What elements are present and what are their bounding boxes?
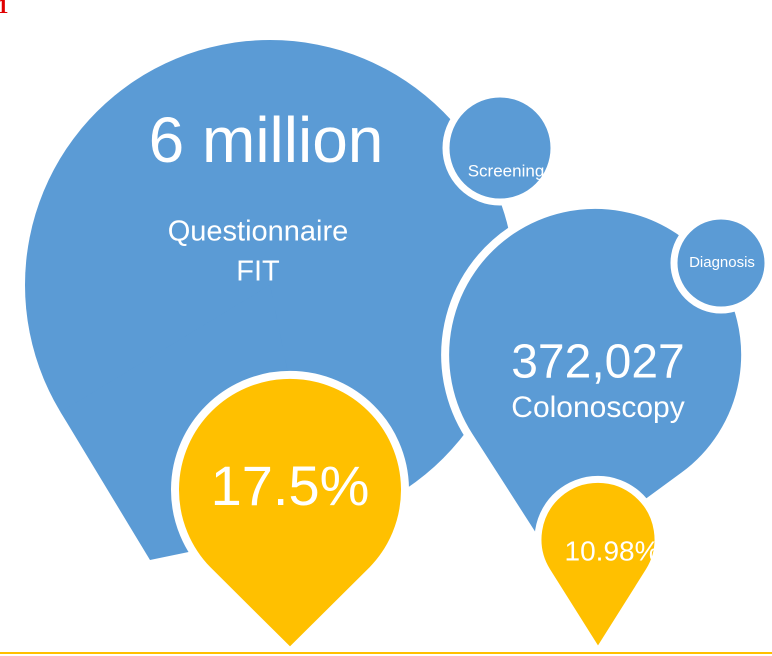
screening-count: 6 million: [149, 104, 384, 176]
diagnosis-label: Diagnosis: [689, 254, 755, 271]
screening-method: Questionnaire: [168, 216, 349, 248]
screening-rate: 17.5%: [211, 454, 370, 517]
diagnosis-badge: [670, 212, 772, 314]
diagnosis-drop: [441, 200, 750, 574]
diagnosis-rate: 10.98%: [565, 535, 660, 566]
corner-mark: 1: [0, 0, 9, 18]
screening-badge: [442, 90, 558, 206]
screening-method: FIT: [236, 256, 280, 288]
screening-rate-drop: [171, 370, 409, 656]
diagnosis-count: 372,027: [511, 336, 685, 389]
diagnosis-rate-drop: [534, 475, 662, 656]
screening-label: Screening: [468, 161, 545, 180]
diagnosis-method: Colonoscopy: [511, 391, 684, 424]
